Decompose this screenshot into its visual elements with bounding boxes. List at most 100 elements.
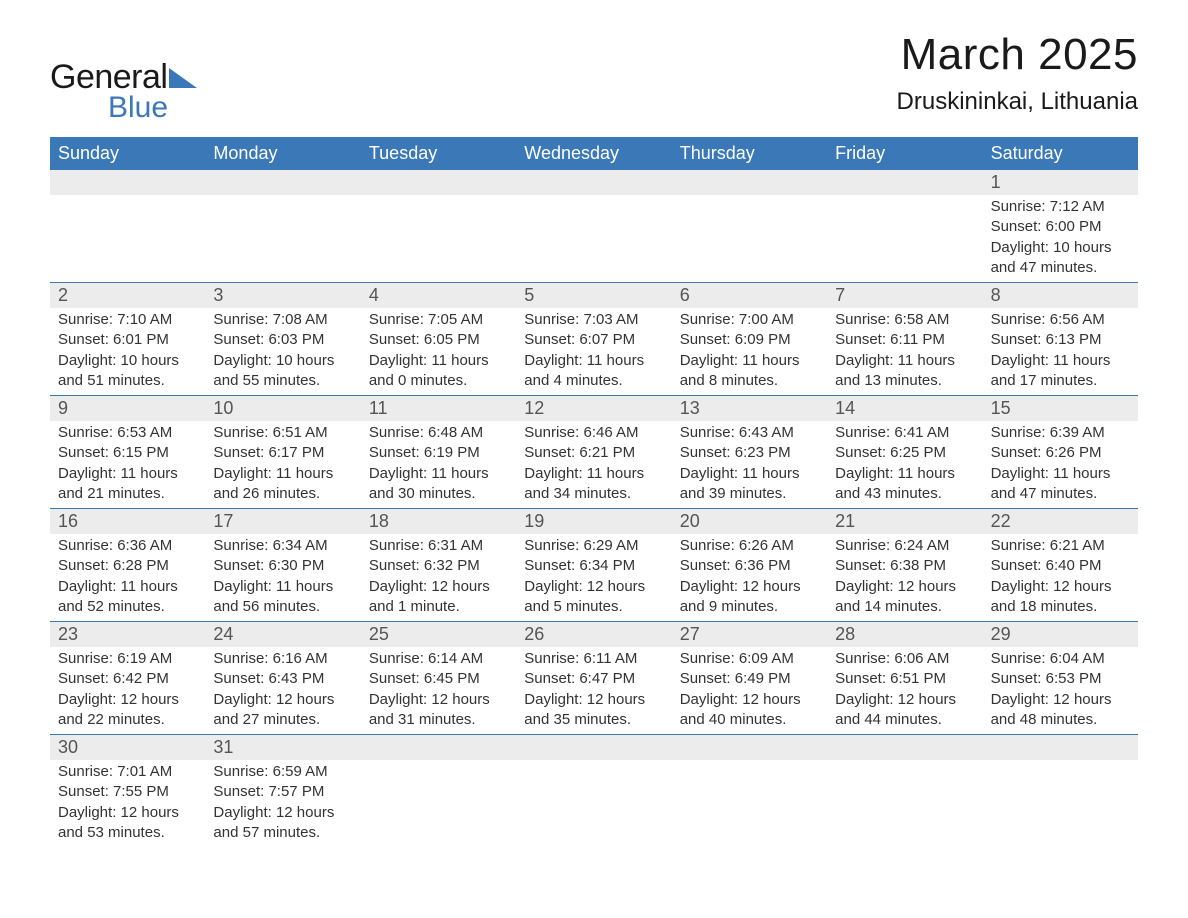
day-sunrise: Sunrise: 6:09 AM xyxy=(680,649,819,669)
day-sunrise: Sunrise: 7:03 AM xyxy=(524,310,663,330)
day-info: Sunrise: 7:12 AMSunset: 6:00 PMDaylight:… xyxy=(983,195,1138,282)
day-sunrise: Sunrise: 6:36 AM xyxy=(58,536,197,556)
day-number-row: 16171819202122 xyxy=(50,508,1138,534)
day-sunrise: Sunrise: 6:24 AM xyxy=(835,536,974,556)
day-info: Sunrise: 6:59 AMSunset: 7:57 PMDaylight:… xyxy=(205,760,360,847)
day-daylight2: and 0 minutes. xyxy=(369,371,508,391)
day-daylight2: and 22 minutes. xyxy=(58,710,197,730)
day-number xyxy=(983,735,1138,760)
day-sunrise: Sunrise: 7:08 AM xyxy=(213,310,352,330)
day-number xyxy=(516,735,671,760)
day-daylight2: and 26 minutes. xyxy=(213,484,352,504)
day-number: 19 xyxy=(516,509,671,534)
day-sunset: Sunset: 6:32 PM xyxy=(369,556,508,576)
day-number: 11 xyxy=(361,396,516,421)
day-daylight1: Daylight: 11 hours xyxy=(213,464,352,484)
day-info-row: Sunrise: 6:19 AMSunset: 6:42 PMDaylight:… xyxy=(50,647,1138,734)
day-sunset: Sunset: 6:11 PM xyxy=(835,330,974,350)
day-number: 8 xyxy=(983,283,1138,308)
day-sunset: Sunset: 6:07 PM xyxy=(524,330,663,350)
day-sunset: Sunset: 6:03 PM xyxy=(213,330,352,350)
day-info: Sunrise: 6:19 AMSunset: 6:42 PMDaylight:… xyxy=(50,647,205,734)
day-daylight2: and 8 minutes. xyxy=(680,371,819,391)
day-number xyxy=(672,735,827,760)
day-daylight2: and 53 minutes. xyxy=(58,823,197,843)
calendar-table: Sunday Monday Tuesday Wednesday Thursday… xyxy=(50,137,1138,847)
day-daylight1: Daylight: 11 hours xyxy=(835,351,974,371)
day-sunset: Sunset: 6:23 PM xyxy=(680,443,819,463)
day-sunrise: Sunrise: 6:04 AM xyxy=(991,649,1130,669)
day-daylight2: and 21 minutes. xyxy=(58,484,197,504)
day-sunrise: Sunrise: 6:46 AM xyxy=(524,423,663,443)
day-header: Friday xyxy=(827,137,982,170)
day-daylight1: Daylight: 12 hours xyxy=(369,577,508,597)
day-daylight2: and 13 minutes. xyxy=(835,371,974,391)
day-daylight1: Daylight: 11 hours xyxy=(680,351,819,371)
day-sunset: Sunset: 6:15 PM xyxy=(58,443,197,463)
day-daylight2: and 31 minutes. xyxy=(369,710,508,730)
day-header: Monday xyxy=(205,137,360,170)
day-header: Saturday xyxy=(983,137,1138,170)
day-number xyxy=(205,170,360,195)
day-number: 2 xyxy=(50,283,205,308)
day-info xyxy=(983,760,1138,847)
day-number-row: 2345678 xyxy=(50,282,1138,308)
calendar-body: 1Sunrise: 7:12 AMSunset: 6:00 PMDaylight… xyxy=(50,170,1138,847)
day-number: 29 xyxy=(983,622,1138,647)
day-info: Sunrise: 6:34 AMSunset: 6:30 PMDaylight:… xyxy=(205,534,360,621)
day-daylight1: Daylight: 11 hours xyxy=(369,351,508,371)
day-daylight1: Daylight: 12 hours xyxy=(213,803,352,823)
day-daylight2: and 1 minute. xyxy=(369,597,508,617)
day-sunrise: Sunrise: 6:16 AM xyxy=(213,649,352,669)
day-sunrise: Sunrise: 7:05 AM xyxy=(369,310,508,330)
day-info xyxy=(672,195,827,282)
day-number-row: 23242526272829 xyxy=(50,621,1138,647)
day-info: Sunrise: 6:46 AMSunset: 6:21 PMDaylight:… xyxy=(516,421,671,508)
day-sunset: Sunset: 6:26 PM xyxy=(991,443,1130,463)
day-daylight1: Daylight: 10 hours xyxy=(991,238,1130,258)
day-daylight2: and 56 minutes. xyxy=(213,597,352,617)
day-info: Sunrise: 7:00 AMSunset: 6:09 PMDaylight:… xyxy=(672,308,827,395)
day-sunset: Sunset: 7:55 PM xyxy=(58,782,197,802)
day-number: 21 xyxy=(827,509,982,534)
day-number-row: 3031 xyxy=(50,734,1138,760)
day-number: 14 xyxy=(827,396,982,421)
day-daylight2: and 40 minutes. xyxy=(680,710,819,730)
day-info-row: Sunrise: 7:12 AMSunset: 6:00 PMDaylight:… xyxy=(50,195,1138,282)
day-daylight1: Daylight: 12 hours xyxy=(680,690,819,710)
day-sunset: Sunset: 6:28 PM xyxy=(58,556,197,576)
day-daylight1: Daylight: 11 hours xyxy=(524,464,663,484)
day-sunset: Sunset: 6:43 PM xyxy=(213,669,352,689)
day-sunset: Sunset: 6:49 PM xyxy=(680,669,819,689)
day-info xyxy=(205,195,360,282)
day-daylight1: Daylight: 11 hours xyxy=(835,464,974,484)
day-info: Sunrise: 6:11 AMSunset: 6:47 PMDaylight:… xyxy=(516,647,671,734)
day-info xyxy=(827,195,982,282)
day-info: Sunrise: 6:29 AMSunset: 6:34 PMDaylight:… xyxy=(516,534,671,621)
day-info: Sunrise: 6:39 AMSunset: 6:26 PMDaylight:… xyxy=(983,421,1138,508)
day-info: Sunrise: 6:21 AMSunset: 6:40 PMDaylight:… xyxy=(983,534,1138,621)
day-number: 7 xyxy=(827,283,982,308)
day-daylight2: and 4 minutes. xyxy=(524,371,663,391)
day-daylight2: and 9 minutes. xyxy=(680,597,819,617)
day-number xyxy=(827,170,982,195)
day-number-row: 9101112131415 xyxy=(50,395,1138,421)
calendar-header-row: Sunday Monday Tuesday Wednesday Thursday… xyxy=(50,137,1138,170)
day-sunrise: Sunrise: 7:10 AM xyxy=(58,310,197,330)
day-info: Sunrise: 7:10 AMSunset: 6:01 PMDaylight:… xyxy=(50,308,205,395)
day-daylight2: and 34 minutes. xyxy=(524,484,663,504)
day-info: Sunrise: 6:31 AMSunset: 6:32 PMDaylight:… xyxy=(361,534,516,621)
day-sunrise: Sunrise: 7:12 AM xyxy=(991,197,1130,217)
day-sunrise: Sunrise: 6:41 AM xyxy=(835,423,974,443)
day-sunrise: Sunrise: 6:58 AM xyxy=(835,310,974,330)
day-daylight1: Daylight: 12 hours xyxy=(369,690,508,710)
day-daylight2: and 27 minutes. xyxy=(213,710,352,730)
day-info-row: Sunrise: 7:10 AMSunset: 6:01 PMDaylight:… xyxy=(50,308,1138,395)
day-info xyxy=(827,760,982,847)
day-number: 31 xyxy=(205,735,360,760)
day-sunset: Sunset: 6:47 PM xyxy=(524,669,663,689)
day-sunrise: Sunrise: 6:56 AM xyxy=(991,310,1130,330)
day-sunset: Sunset: 6:30 PM xyxy=(213,556,352,576)
day-sunset: Sunset: 6:19 PM xyxy=(369,443,508,463)
day-info: Sunrise: 6:53 AMSunset: 6:15 PMDaylight:… xyxy=(50,421,205,508)
